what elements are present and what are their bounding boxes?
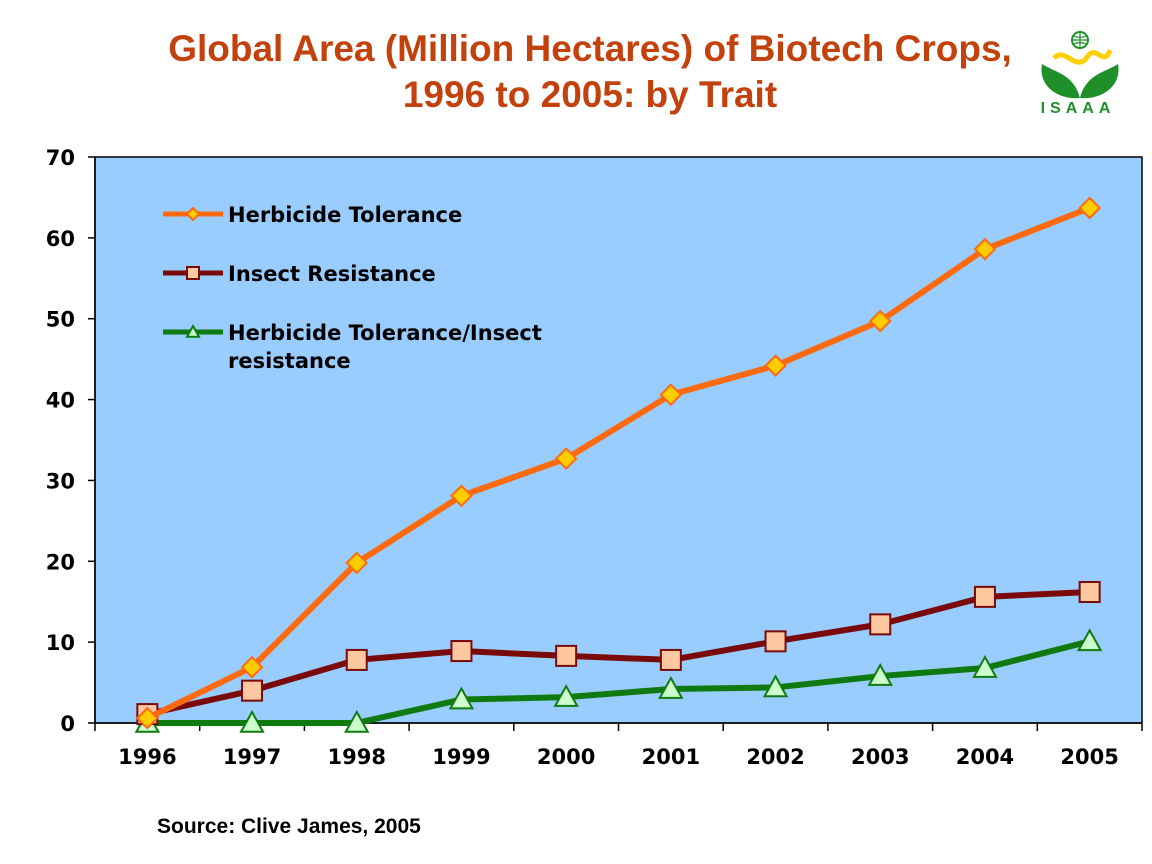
data-point xyxy=(135,706,159,730)
x-tick-label: 1996 xyxy=(118,745,176,769)
legend-item-0: Herbicide Tolerance xyxy=(163,203,462,227)
logo-leaf-right xyxy=(1080,64,1119,99)
series-0 xyxy=(135,196,1102,730)
data-point xyxy=(450,640,473,663)
data-point xyxy=(345,551,369,575)
data-point xyxy=(1076,628,1103,652)
data-point xyxy=(241,679,264,702)
y-tick-label: 60 xyxy=(46,227,75,251)
plot-area xyxy=(94,156,1143,724)
title-line-2: 1996 to 2005: by Trait xyxy=(402,74,778,115)
legend-item-2: Herbicide Tolerance/Insect resistance xyxy=(163,321,542,373)
logo-leaf-left xyxy=(1041,64,1080,99)
x-tick-label: 2004 xyxy=(956,745,1014,769)
x-tick-label: 1999 xyxy=(432,745,490,769)
data-point xyxy=(553,684,579,707)
data-point xyxy=(659,648,682,671)
data-point xyxy=(762,674,789,698)
chart-title: Global Area (Million Hectares) of Biotec… xyxy=(90,26,1090,118)
isaaa-logo xyxy=(1041,31,1119,99)
x-tick-label: 2001 xyxy=(642,745,700,769)
series-line xyxy=(144,589,1093,718)
data-point xyxy=(972,654,998,678)
series-layer xyxy=(134,196,1103,733)
legend-label: Insect Resistance xyxy=(228,262,436,286)
legend-swatch-marker xyxy=(185,206,201,222)
data-point xyxy=(448,686,475,710)
data-point xyxy=(555,644,578,667)
x-tick-label: 1998 xyxy=(328,745,386,769)
y-tick-label: 30 xyxy=(46,469,75,493)
data-point xyxy=(554,447,578,471)
data-point xyxy=(1078,581,1101,604)
data-point xyxy=(868,309,892,333)
series-1 xyxy=(136,581,1101,726)
data-point xyxy=(240,655,264,679)
legend: Herbicide Tolerance Insect Resistance Herb… xyxy=(163,203,542,373)
y-tick-label: 0 xyxy=(60,712,75,736)
x-tick-label: 2000 xyxy=(537,745,595,769)
legend-swatch-marker xyxy=(186,266,200,280)
data-point xyxy=(973,585,996,608)
legend-item-1: Insect Resistance xyxy=(163,262,436,286)
y-tick-label: 50 xyxy=(46,308,75,332)
source-note: Source: Clive James, 2005 xyxy=(157,815,421,838)
data-point xyxy=(450,484,473,508)
data-point xyxy=(659,383,683,407)
legend-label: Herbicide Tolerance/Insect xyxy=(228,321,542,345)
x-tick-label: 2002 xyxy=(746,745,804,769)
legend-label: resistance xyxy=(228,349,351,373)
title-line-1: Global Area (Million Hectares) of Biotec… xyxy=(168,28,1012,69)
data-point xyxy=(869,613,892,636)
x-tick-label: 2003 xyxy=(851,745,909,769)
legend-swatch-marker xyxy=(185,323,201,338)
data-point xyxy=(658,675,684,699)
logo-text: ISAAA xyxy=(1040,100,1116,117)
data-point xyxy=(239,709,265,733)
data-point xyxy=(867,663,893,686)
y-tick-label: 10 xyxy=(46,631,75,655)
series-line xyxy=(144,638,1093,726)
data-point xyxy=(345,648,368,671)
x-tick-label: 2005 xyxy=(1060,745,1118,769)
logo-helix xyxy=(1052,48,1113,65)
axes: 0 10 20 30 40 50 60 70 1996 1997 1998 1999 2000 2001 2… xyxy=(46,146,1143,769)
legend-label: Herbicide Tolerance xyxy=(228,203,462,227)
data-point xyxy=(764,354,787,378)
data-point xyxy=(1078,196,1102,220)
data-point xyxy=(764,630,787,653)
y-tick-label: 40 xyxy=(46,389,75,413)
data-point xyxy=(344,709,370,733)
series-line xyxy=(144,204,1093,722)
y-tick-label: 70 xyxy=(46,146,75,170)
y-tick-label: 20 xyxy=(46,550,75,574)
x-tick-label: 1997 xyxy=(223,745,281,769)
data-point xyxy=(973,237,997,261)
